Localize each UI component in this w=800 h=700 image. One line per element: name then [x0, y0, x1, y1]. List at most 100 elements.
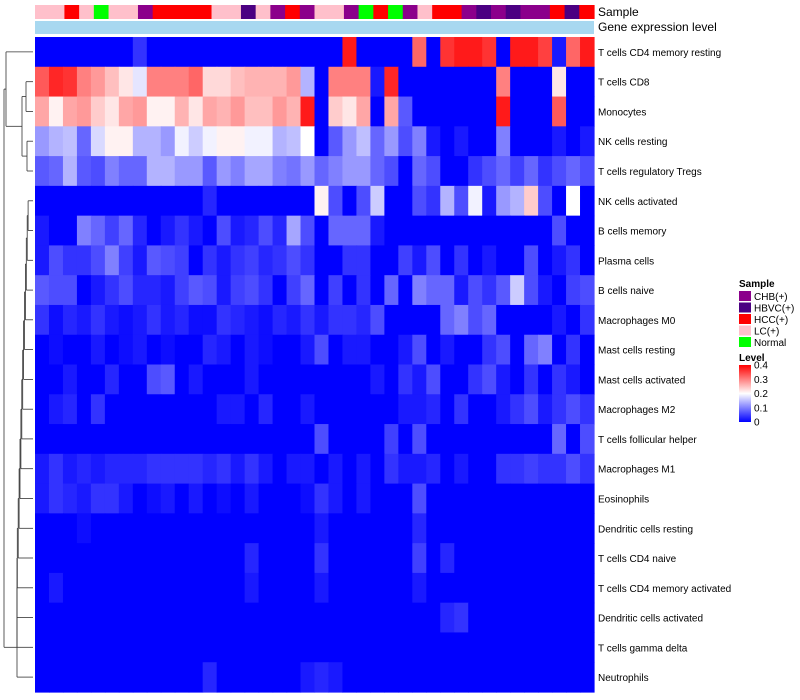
heatmap-cell	[482, 215, 497, 247]
heatmap-cell	[440, 632, 455, 663]
heatmap-cell	[48, 304, 64, 336]
heatmap-cell	[146, 304, 162, 336]
heatmap-cell	[174, 543, 190, 574]
heatmap-cell	[412, 602, 427, 634]
heatmap-cell	[48, 364, 64, 395]
heatmap-cell	[48, 66, 64, 98]
heatmap-cell	[300, 275, 316, 306]
level-colorbar	[739, 365, 751, 422]
heatmap-cell	[426, 185, 441, 217]
heatmap-cell	[188, 632, 204, 663]
heatmap-cell	[412, 215, 427, 247]
heatmap-cell	[174, 483, 190, 514]
heatmap-cell	[510, 364, 525, 395]
legend-swatch	[739, 337, 751, 347]
heatmap-cell	[35, 453, 50, 485]
heatmap-cell	[230, 483, 246, 514]
heatmap-cell	[580, 304, 595, 336]
sample-annotation-cell	[373, 5, 389, 19]
heatmap-cell	[538, 37, 553, 68]
heatmap-cell	[566, 513, 581, 544]
heatmap-cell	[328, 483, 344, 514]
heatmap-cell	[370, 364, 385, 395]
heatmap-cell	[90, 185, 106, 217]
heatmap-cell	[510, 96, 525, 127]
row-label: T cells gamma delta	[598, 643, 688, 654]
row-label: T cells CD8	[598, 78, 650, 89]
heatmap-cell	[76, 394, 92, 425]
heatmap-cell	[90, 245, 106, 276]
heatmap-cell	[552, 513, 567, 544]
heatmap-cell	[300, 156, 316, 187]
heatmap-cell	[62, 662, 78, 693]
heatmap-cell	[440, 185, 455, 217]
heatmap-cell	[552, 602, 567, 634]
heatmap-cell	[202, 632, 218, 663]
heatmap-cell	[160, 424, 176, 455]
heatmap-cell	[118, 215, 134, 247]
sample-annotation-cell	[476, 5, 492, 19]
heatmap-cell	[118, 424, 134, 455]
heatmap-cell	[412, 513, 427, 544]
heatmap-cell	[412, 424, 427, 455]
heatmap-cell	[35, 394, 50, 425]
heatmap-cell	[76, 37, 92, 68]
heatmap-cell	[244, 37, 260, 68]
heatmap-cell	[468, 453, 483, 485]
heatmap-cell	[48, 513, 64, 544]
heatmap-cell	[48, 37, 64, 68]
heatmap-cell	[468, 275, 483, 306]
heatmap-cell	[566, 453, 581, 485]
heatmap-cell	[188, 66, 204, 98]
heatmap-cell	[314, 543, 330, 574]
heatmap-cell	[510, 662, 525, 693]
heatmap-cell	[538, 245, 553, 276]
heatmap-cell	[202, 126, 218, 157]
heatmap-cell	[328, 662, 344, 693]
heatmap-cell	[440, 215, 455, 247]
heatmap-cell	[314, 185, 330, 217]
heatmap-cell	[48, 662, 64, 693]
heatmap-cell	[244, 632, 260, 663]
heatmap-cell	[342, 245, 358, 276]
heatmap-cell	[552, 66, 567, 98]
heatmap-cell	[174, 37, 190, 68]
heatmap-cell	[35, 275, 50, 306]
heatmap-cell	[230, 37, 246, 68]
sample-annotation-cell	[535, 5, 551, 19]
heatmap-cell	[90, 96, 106, 127]
heatmap-cell	[482, 334, 497, 366]
heatmap-cell	[552, 334, 567, 366]
heatmap-cell	[216, 37, 232, 68]
heatmap-cell	[118, 156, 134, 187]
heatmap-cell	[482, 245, 497, 276]
sample-annotation-cell	[93, 5, 110, 19]
heatmap-cell	[552, 275, 567, 306]
heatmap-cell	[384, 185, 399, 217]
heatmap-cell	[230, 453, 246, 485]
heatmap-cell	[510, 126, 525, 157]
heatmap-cell	[510, 215, 525, 247]
heatmap-cell	[356, 513, 371, 544]
heatmap-cell	[524, 66, 539, 98]
heatmap-cell	[174, 632, 190, 663]
heatmap-cell	[118, 572, 134, 604]
heatmap-cell	[468, 245, 483, 276]
heatmap-cell	[538, 513, 553, 544]
heatmap-cell	[356, 483, 371, 514]
heatmap-cell	[510, 334, 525, 366]
heatmap-cell	[160, 37, 176, 68]
heatmap-cell	[580, 543, 595, 574]
heatmap-cell	[160, 96, 176, 127]
sample-annotation-cell	[196, 5, 213, 19]
heatmap-cell	[426, 156, 441, 187]
heatmap-cell	[216, 334, 232, 366]
heatmap-cell	[342, 304, 358, 336]
heatmap-cell	[244, 126, 260, 157]
heatmap-cell	[230, 543, 246, 574]
heatmap-cell	[244, 602, 260, 634]
heatmap-cell	[202, 662, 218, 693]
heatmap-cell	[398, 424, 413, 455]
heatmap-cell	[76, 453, 92, 485]
heatmap-cell	[35, 632, 50, 663]
